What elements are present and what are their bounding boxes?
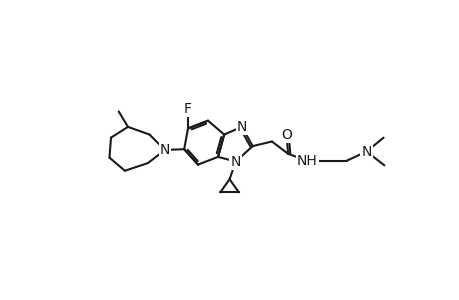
Text: NH: NH [297, 154, 317, 168]
Text: N: N [361, 145, 371, 158]
Text: N: N [230, 154, 241, 169]
Text: O: O [280, 128, 291, 142]
Text: F: F [184, 102, 191, 116]
Text: N: N [159, 143, 170, 157]
Text: N: N [236, 120, 246, 134]
